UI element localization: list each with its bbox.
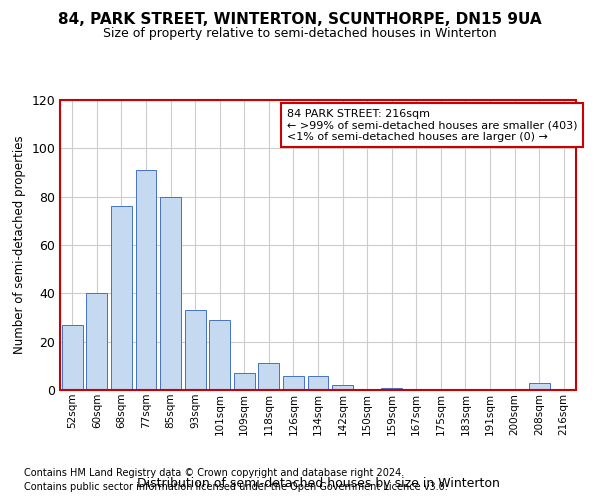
X-axis label: Distribution of semi-detached houses by size in Winterton: Distribution of semi-detached houses by … <box>137 476 499 490</box>
Bar <box>209 320 230 390</box>
Bar <box>136 170 157 390</box>
Text: Contains HM Land Registry data © Crown copyright and database right 2024.: Contains HM Land Registry data © Crown c… <box>24 468 404 477</box>
Text: 84, PARK STREET, WINTERTON, SCUNTHORPE, DN15 9UA: 84, PARK STREET, WINTERTON, SCUNTHORPE, … <box>58 12 542 28</box>
Y-axis label: Number of semi-detached properties: Number of semi-detached properties <box>13 136 26 354</box>
Bar <box>381 388 402 390</box>
Text: Contains public sector information licensed under the Open Government Licence v3: Contains public sector information licen… <box>24 482 448 492</box>
Bar <box>60 100 576 390</box>
Text: 84 PARK STREET: 216sqm
← >99% of semi-detached houses are smaller (403)
<1% of s: 84 PARK STREET: 216sqm ← >99% of semi-de… <box>287 108 578 142</box>
Bar <box>529 383 550 390</box>
Bar <box>86 294 107 390</box>
Bar <box>308 376 328 390</box>
Bar <box>185 310 206 390</box>
Bar <box>234 373 255 390</box>
Bar <box>160 196 181 390</box>
Bar <box>259 364 280 390</box>
Bar <box>111 206 132 390</box>
Bar <box>62 325 83 390</box>
Text: Size of property relative to semi-detached houses in Winterton: Size of property relative to semi-detach… <box>103 28 497 40</box>
Bar <box>283 376 304 390</box>
Bar <box>332 385 353 390</box>
